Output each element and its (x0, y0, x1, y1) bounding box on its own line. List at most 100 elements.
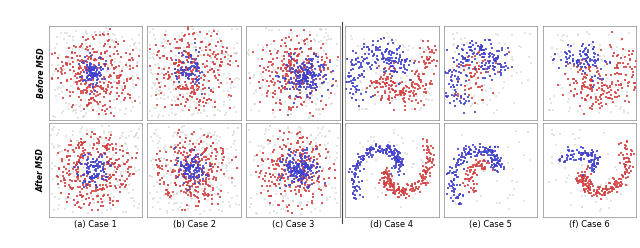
Point (273, 157, 283, 161)
Point (147, 156, 157, 160)
Point (479, 48, 489, 52)
Point (586, 96, 596, 100)
Point (402, 182, 412, 186)
Point (78, 173, 88, 177)
Point (79, 151, 89, 155)
Point (196, 167, 206, 171)
Point (394, 66, 404, 70)
Point (420, 176, 431, 180)
Point (194, 100, 204, 104)
Point (341, 87, 351, 91)
Point (164, 191, 174, 195)
Point (384, 41, 394, 45)
Point (50, 88, 60, 92)
Point (480, 50, 490, 54)
Point (74, 160, 84, 164)
Point (173, 159, 183, 163)
Point (487, 154, 497, 157)
Point (355, 74, 365, 78)
Point (285, 38, 296, 42)
Point (212, 150, 222, 154)
Point (568, 132, 578, 136)
Point (159, 73, 169, 77)
Point (151, 93, 161, 97)
Point (307, 64, 317, 68)
Point (111, 40, 122, 44)
Point (299, 62, 309, 66)
Point (386, 61, 396, 65)
Point (159, 193, 169, 197)
Point (120, 169, 131, 173)
Point (284, 166, 294, 170)
Point (422, 156, 433, 160)
Point (600, 190, 610, 194)
Point (479, 153, 489, 157)
Point (292, 158, 303, 162)
Point (296, 82, 306, 86)
Point (209, 147, 220, 151)
Point (210, 98, 220, 102)
Point (381, 78, 391, 82)
Point (64, 59, 74, 63)
Point (165, 168, 175, 172)
Point (290, 70, 300, 74)
Point (395, 169, 405, 173)
Point (173, 64, 183, 68)
Point (195, 71, 205, 75)
Point (479, 51, 489, 55)
Point (294, 177, 304, 181)
Point (465, 178, 475, 182)
Point (116, 67, 127, 71)
Point (95, 71, 105, 75)
Point (166, 181, 177, 185)
Point (471, 158, 481, 162)
Point (301, 160, 311, 164)
Point (298, 187, 308, 191)
Point (105, 54, 115, 58)
Point (589, 74, 600, 78)
Point (275, 80, 285, 84)
Point (493, 161, 503, 165)
Point (289, 76, 299, 80)
Point (419, 72, 429, 76)
Point (374, 77, 385, 81)
Point (95, 30, 105, 34)
Point (314, 187, 324, 191)
Point (447, 194, 457, 198)
Point (584, 160, 594, 164)
Point (85, 151, 95, 155)
Point (302, 187, 312, 191)
Point (262, 79, 273, 83)
Point (467, 75, 477, 79)
Point (365, 65, 375, 69)
Point (130, 144, 140, 148)
Point (196, 126, 206, 130)
Point (108, 146, 118, 150)
Point (207, 87, 218, 91)
Point (290, 69, 300, 73)
Point (264, 60, 275, 64)
Point (356, 55, 367, 59)
Point (475, 85, 485, 89)
Point (313, 126, 323, 130)
Point (424, 157, 435, 161)
Point (186, 167, 196, 171)
Point (105, 201, 115, 205)
Point (461, 79, 471, 83)
Point (354, 185, 364, 188)
Point (69, 150, 79, 154)
Point (102, 146, 112, 150)
Point (269, 167, 279, 171)
Point (454, 153, 464, 157)
Point (456, 66, 466, 70)
Point (299, 39, 309, 43)
Point (72, 162, 83, 166)
Point (114, 163, 124, 167)
Point (170, 113, 180, 117)
Point (423, 90, 433, 94)
Point (193, 190, 203, 194)
Point (90, 72, 100, 76)
Point (569, 93, 579, 97)
Point (89, 176, 99, 180)
Point (579, 75, 589, 79)
